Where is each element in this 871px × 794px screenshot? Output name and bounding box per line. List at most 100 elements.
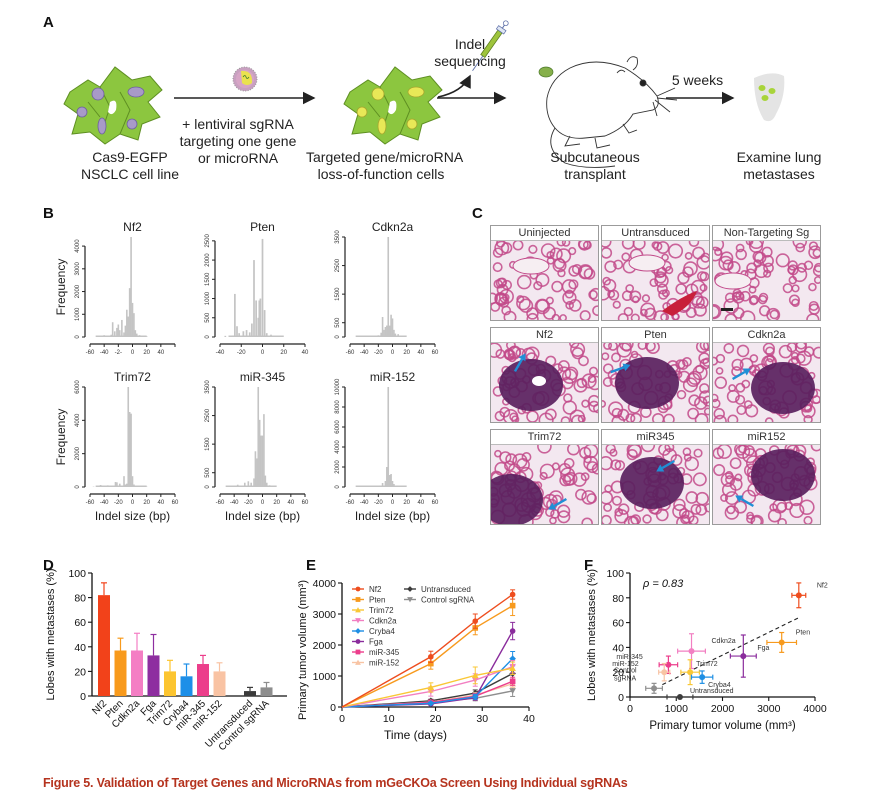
data-point xyxy=(778,639,785,646)
histogram-bar xyxy=(113,331,116,337)
panel-f-scatter-chart: 0 20 40 60 80 100 0 1000 2000 3000 4000 Primary tum… xyxy=(580,565,871,765)
histogram-bar xyxy=(103,486,105,487)
y-tick-label: 40 xyxy=(74,642,86,654)
data-marker xyxy=(509,688,516,695)
histogram-pten: Pten 0 500 1000 1500 2000 2500 -40 -20 0 20 40 xyxy=(205,220,309,356)
cas9-cell-cluster-icon xyxy=(63,66,163,145)
tumor-volume-line-chart: 0 1000 2000 3000 4000 0 10 20 30 40 Time (days) Pri… xyxy=(297,578,535,742)
histogram-bar xyxy=(256,458,258,487)
histogram-bar xyxy=(243,482,246,487)
x-tick-label: 40 xyxy=(157,500,164,506)
x-tick-label: 20 xyxy=(273,500,280,506)
histology-image xyxy=(713,445,820,524)
y-tick-label: 0 xyxy=(618,692,624,704)
y-axis-label: Lobes with metastases (%) xyxy=(45,568,57,700)
histology-tile-uninjected: Uninjected xyxy=(490,225,599,321)
y-tick-label: 0 xyxy=(205,485,211,489)
workflow-graphics xyxy=(63,20,785,168)
point-trim72: Trim72 xyxy=(680,659,718,686)
histogram-bar xyxy=(250,482,252,487)
histogram-bar xyxy=(121,319,123,337)
data-marker xyxy=(471,672,479,679)
y-tick-label: 6000 xyxy=(75,380,81,394)
x-tick-label: -60 xyxy=(86,500,95,506)
histogram-bar xyxy=(103,335,105,337)
histogram-bar xyxy=(388,475,391,487)
histogram-bar xyxy=(257,317,260,337)
histogram-bar xyxy=(393,329,395,337)
tile-title: miR345 xyxy=(602,430,709,445)
legend-item-untransduced: Untransduced xyxy=(404,585,471,594)
histogram-bar xyxy=(114,482,117,487)
histogram-bar xyxy=(247,481,250,487)
step-label-line: Subcutaneous xyxy=(550,149,640,165)
tumor-arrow-icon xyxy=(656,459,675,472)
y-tick-label: 0 xyxy=(75,485,81,489)
y-tick-label: 60 xyxy=(612,618,624,630)
tile-title: Trim72 xyxy=(491,430,598,445)
histogram-bar xyxy=(242,331,245,337)
histogram-bar xyxy=(391,481,394,487)
x-tick-label: -20 xyxy=(237,350,246,356)
correlation-annotation: ρ = 0.83 xyxy=(642,578,684,590)
histogram-bar xyxy=(393,484,395,487)
step-label-line: + lentiviral sgRNA xyxy=(182,116,294,132)
x-tick-label: 1000 xyxy=(665,703,689,715)
step-label-line: transplant xyxy=(564,166,626,182)
x-tick-label: 0 xyxy=(391,500,395,506)
data-point xyxy=(699,674,706,681)
y-axis-label: Frequency xyxy=(54,259,68,316)
y-tick-label: 0 xyxy=(335,335,341,339)
x-tick-label: 20 xyxy=(280,350,287,356)
step-label-line: metastases xyxy=(743,166,815,182)
histogram-bar xyxy=(236,484,239,487)
data-marker xyxy=(509,664,516,672)
panel-label-e: E xyxy=(306,557,317,574)
data-marker xyxy=(509,591,516,598)
y-tick-label: 2500 xyxy=(205,234,211,248)
point-pten: Pten xyxy=(766,629,810,653)
data-marker xyxy=(355,649,361,655)
legend-item-fga: Fga xyxy=(352,638,383,647)
histology-image xyxy=(602,241,709,320)
tumor-graft-icon xyxy=(538,66,554,78)
y-tick-label: 2000 xyxy=(335,460,341,474)
y-axis-label: Primary tumor volume (mm³) xyxy=(297,580,309,720)
histogram-bar xyxy=(124,484,127,487)
data-point xyxy=(661,669,668,676)
y-tick-label: 80 xyxy=(612,593,624,605)
x-tick-label: 0 xyxy=(131,500,135,506)
step-label-indel-sequencing: Indel sequencing xyxy=(430,36,510,70)
y-tick-label: 4000 xyxy=(335,440,341,454)
histogram-bar xyxy=(231,335,234,337)
histogram-bar xyxy=(236,326,238,337)
histogram-bar xyxy=(265,482,268,487)
histogram-bar xyxy=(128,288,131,337)
y-tick-label: 500 xyxy=(205,312,211,323)
series-line xyxy=(341,593,514,708)
x-tick-label: -60 xyxy=(216,500,225,506)
y-tick-label: 100 xyxy=(68,568,86,580)
histogram-bar xyxy=(370,486,373,487)
y-tick-label: 10000 xyxy=(335,378,341,395)
histogram-bar xyxy=(111,322,114,337)
data-marker xyxy=(509,678,516,685)
histogram-bar xyxy=(253,478,255,487)
histogram-bar xyxy=(138,335,141,337)
trendline xyxy=(662,617,800,686)
histogram-bar xyxy=(251,323,253,337)
x-tick-label: -20 xyxy=(114,500,123,506)
y-tick-label: 1000 xyxy=(75,307,81,321)
data-marker xyxy=(355,659,361,665)
data-marker xyxy=(407,597,413,603)
histogram-baseline xyxy=(95,485,147,487)
legend-label: Nf2 xyxy=(369,585,382,594)
histogram-bar xyxy=(390,474,392,487)
legend-label: Fga xyxy=(369,638,383,647)
point-label: Untransduced xyxy=(690,688,734,695)
point-label: miR-345 xyxy=(616,654,643,661)
step-label-line: 5 weeks xyxy=(671,72,724,88)
tumor-arrow-icon xyxy=(548,497,567,510)
y-tick-label: 0 xyxy=(80,691,86,703)
